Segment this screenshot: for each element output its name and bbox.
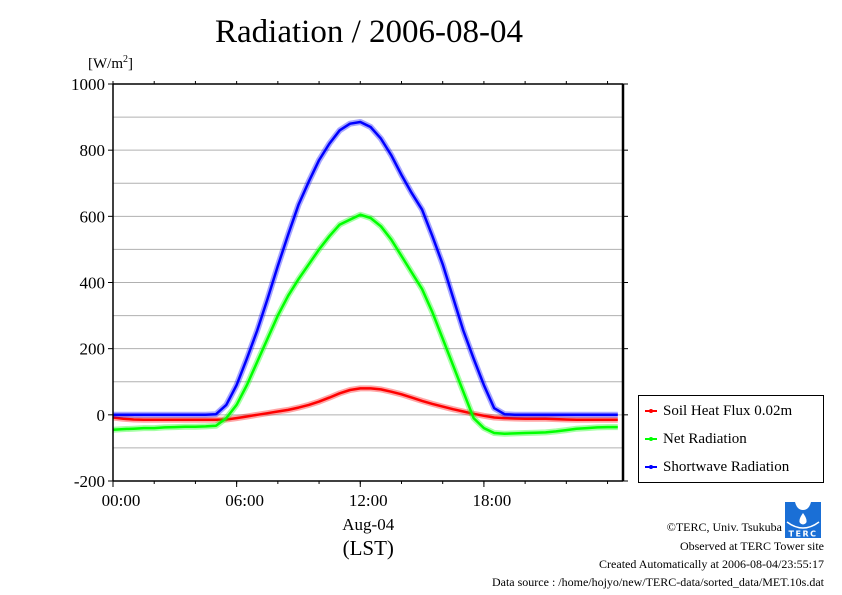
legend-swatch-red bbox=[645, 409, 657, 413]
y-unit-sup: 2 bbox=[123, 54, 128, 65]
terc-logo-icon: TERC bbox=[785, 502, 821, 539]
series-halo-2 bbox=[113, 119, 618, 418]
y-axis-unit-label: [W/m2] bbox=[88, 54, 133, 73]
created-text: Created Automatically at 2006-08-04/23:5… bbox=[599, 557, 824, 571]
x-tick-label: 18:00 bbox=[473, 491, 512, 510]
legend: Soil Heat Flux 0.02m Net Radiation Short… bbox=[638, 395, 824, 483]
chart-title: Radiation / 2006-08-04 bbox=[215, 14, 523, 50]
grid-lines bbox=[113, 116, 623, 449]
x-axis-date-label: Aug-04 bbox=[342, 515, 394, 534]
legend-item-shortwave-radiation: Shortwave Radiation bbox=[645, 456, 789, 478]
y-unit-close: ] bbox=[128, 56, 133, 72]
x-tick-label: 12:00 bbox=[349, 491, 388, 510]
x-axis-timezone-label: (LST) bbox=[343, 536, 394, 560]
legend-label: Soil Heat Flux 0.02m bbox=[663, 402, 793, 419]
y-tick-label: 600 bbox=[80, 207, 106, 226]
y-tick-label: 0 bbox=[97, 406, 106, 425]
series-line-net-radiation bbox=[112, 213, 618, 435]
y-tick-label: 800 bbox=[80, 141, 106, 160]
y-tick-label: 200 bbox=[80, 340, 106, 359]
series-halo-1 bbox=[112, 211, 618, 437]
series-layer bbox=[112, 119, 618, 437]
legend-swatch-blue bbox=[645, 465, 657, 469]
legend-label: Net Radiation bbox=[663, 430, 747, 447]
y-tick-label: 1000 bbox=[71, 75, 105, 94]
series-line-shortwave-radiation bbox=[113, 120, 618, 417]
logo-text: TERC bbox=[789, 530, 818, 539]
axes bbox=[108, 81, 628, 487]
y-unit-base: [W/m bbox=[88, 56, 123, 72]
legend-swatch-green bbox=[645, 437, 657, 441]
y-tick-label: -200 bbox=[74, 472, 105, 491]
legend-item-net-radiation: Net Radiation bbox=[645, 428, 747, 450]
copyright-text: ©TERC, Univ. Tsukuba bbox=[666, 520, 782, 534]
legend-label: Shortwave Radiation bbox=[663, 458, 790, 475]
tick-labels: -200 0 200 400 600 800 1000 00:00 06:00 12:00 18:0… bbox=[71, 75, 511, 560]
x-tick-label: 00:00 bbox=[102, 491, 141, 510]
data-source-text: Data source : /home/hojyo/new/TERC-data/… bbox=[491, 575, 824, 589]
series-line-soil-heat-flux-0-02m bbox=[112, 387, 618, 422]
observed-text: Observed at TERC Tower site bbox=[679, 539, 824, 553]
x-tick-label: 06:00 bbox=[225, 491, 264, 510]
y-tick-label: 400 bbox=[80, 274, 106, 293]
legend-item-soil-heat-flux: Soil Heat Flux 0.02m bbox=[645, 400, 792, 422]
